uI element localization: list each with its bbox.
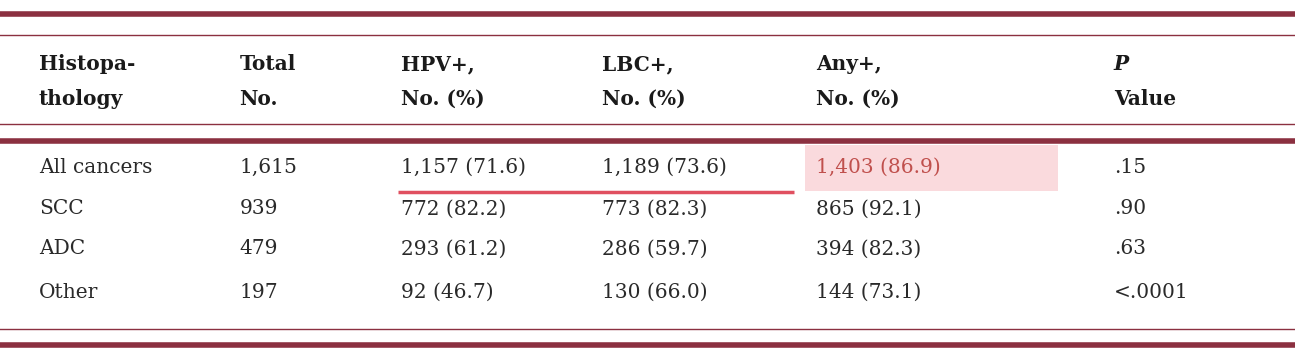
Text: LBC+,: LBC+, [602,54,673,74]
Text: .63: .63 [1114,239,1146,258]
Text: 1,403 (86.9): 1,403 (86.9) [816,158,940,176]
Text: 293 (61.2): 293 (61.2) [401,239,506,258]
Text: No. (%): No. (%) [602,89,686,109]
Text: 865 (92.1): 865 (92.1) [816,199,922,218]
Text: ADC: ADC [39,239,85,258]
Text: .15: .15 [1114,158,1146,176]
Text: <.0001: <.0001 [1114,283,1189,302]
Text: P: P [1114,54,1129,74]
FancyBboxPatch shape [805,145,1058,191]
Text: All cancers: All cancers [39,158,153,176]
Text: 773 (82.3): 773 (82.3) [602,199,707,218]
Text: 1,189 (73.6): 1,189 (73.6) [602,158,726,176]
Text: Histopa-: Histopa- [39,54,135,74]
Text: Other: Other [39,283,98,302]
Text: SCC: SCC [39,199,83,218]
Text: 144 (73.1): 144 (73.1) [816,283,921,302]
Text: 939: 939 [240,199,278,218]
Text: 479: 479 [240,239,278,258]
Text: .90: .90 [1114,199,1146,218]
Text: 1,157 (71.6): 1,157 (71.6) [401,158,527,176]
Text: 130 (66.0): 130 (66.0) [602,283,708,302]
Text: thology: thology [39,89,123,109]
Text: No.: No. [240,89,278,109]
Text: 286 (59.7): 286 (59.7) [602,239,708,258]
Text: 772 (82.2): 772 (82.2) [401,199,506,218]
Text: Total: Total [240,54,297,74]
Text: No. (%): No. (%) [816,89,900,109]
Text: No. (%): No. (%) [401,89,486,109]
Text: 197: 197 [240,283,278,302]
Text: 92 (46.7): 92 (46.7) [401,283,495,302]
Text: HPV+,: HPV+, [401,54,475,74]
Text: Value: Value [1114,89,1176,109]
Text: 1,615: 1,615 [240,158,298,176]
Text: Any+,: Any+, [816,54,882,74]
Text: 394 (82.3): 394 (82.3) [816,239,921,258]
